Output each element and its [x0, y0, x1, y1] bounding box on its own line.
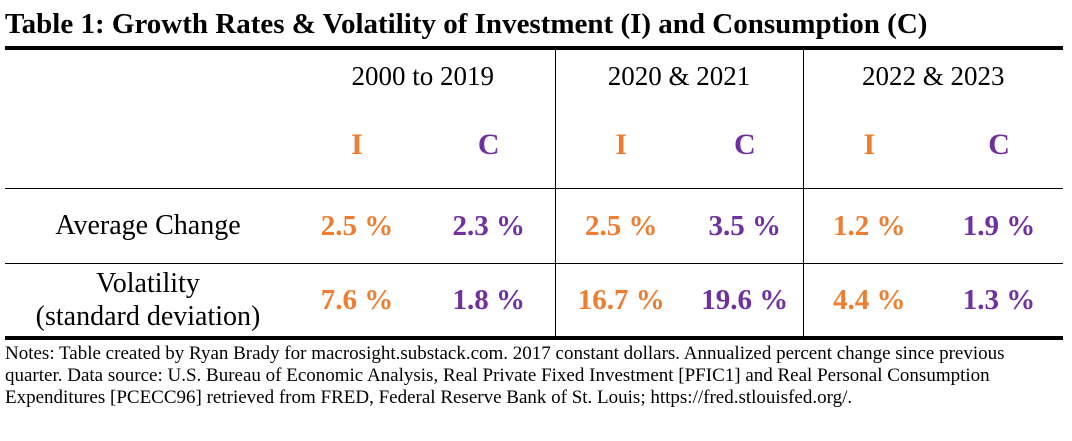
row-label: Average Change — [5, 188, 291, 264]
consumption-header: C — [733, 128, 756, 161]
value-cell: 16.7 % — [554, 263, 688, 340]
series-header-row: I C I C I C — [5, 102, 1063, 189]
investment-header: I — [351, 128, 363, 161]
value-cell: 1.9 % — [935, 188, 1064, 264]
row-label-line: (standard deviation) — [35, 301, 261, 332]
period-header-row: 2000 to 2019 2020 & 2021 2022 & 2023 — [5, 46, 1064, 102]
period-header: 2020 & 2021 — [554, 46, 804, 102]
corner-cell — [5, 46, 291, 102]
consumption-header: C — [988, 128, 1010, 161]
value-cell: 2.5 % — [554, 188, 688, 264]
value-cell: 1.2 % — [802, 188, 936, 264]
value-cell: 1.8 % — [423, 263, 556, 340]
row-label: Volatility (standard deviation) — [5, 263, 291, 340]
value-cell: 1.3 % — [935, 263, 1064, 340]
consumption-header: C — [477, 128, 500, 161]
value-cell: 4.4 % — [802, 263, 936, 340]
value-cell: 7.6 % — [291, 263, 423, 340]
table-title: Table 1: Growth Rates & Volatility of In… — [5, 8, 928, 40]
data-table: 2000 to 2019 2020 & 2021 2022 & 2023 I C… — [5, 46, 1064, 340]
investment-header: I — [802, 102, 936, 189]
period-header: 2000 to 2019 — [291, 46, 556, 102]
table-row: Volatility (standard deviation) 7.6 % 1.… — [5, 263, 1064, 340]
value-cell: 3.5 % — [687, 188, 804, 264]
period-header: 2022 & 2023 — [802, 46, 1064, 102]
corner-cell — [5, 102, 291, 189]
table-row: Average Change 2.5 % 2.3 % 2.5 % 3.5 % 1… — [5, 188, 1064, 264]
row-label-line: Volatility — [96, 268, 200, 299]
table-notes: Notes: Table created by Ryan Brady for m… — [5, 343, 1005, 408]
investment-header: I — [554, 102, 688, 189]
value-cell: 2.5 % — [291, 188, 423, 264]
value-cell: 19.6 % — [687, 263, 804, 340]
value-cell: 2.3 % — [423, 188, 556, 264]
